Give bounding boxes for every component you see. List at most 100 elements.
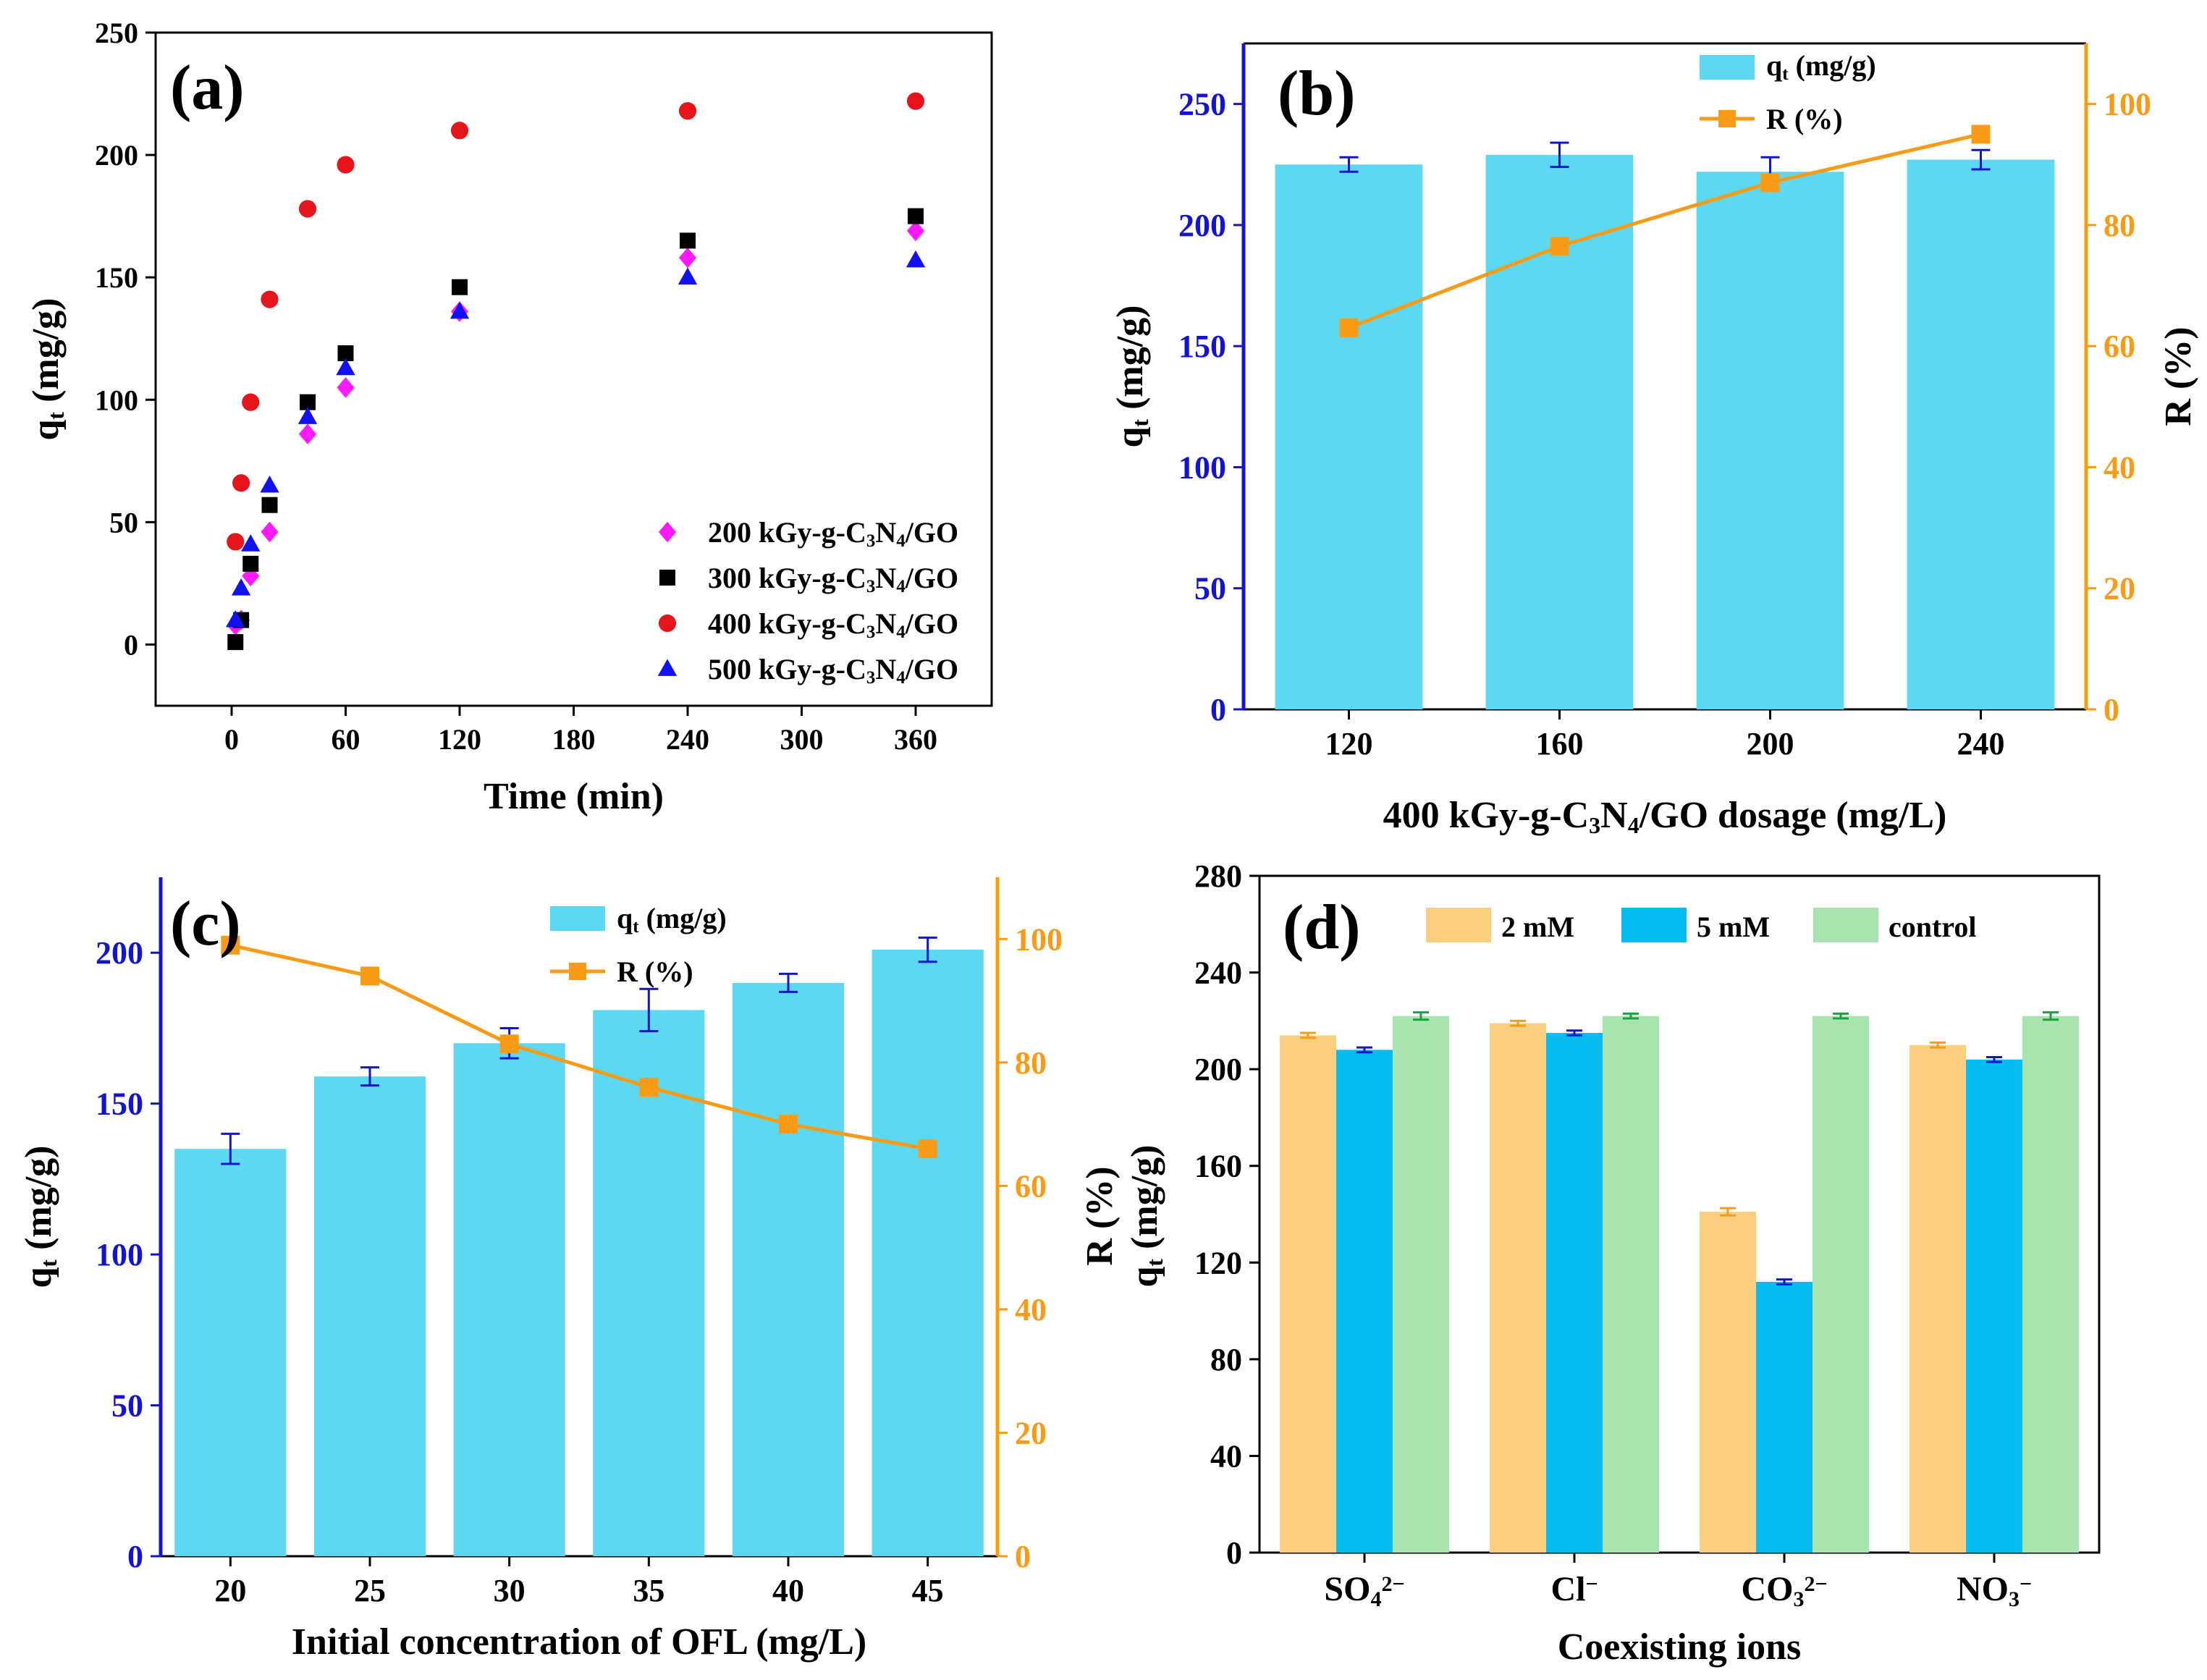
panel-c: 20 25 30 35 40 45 0 50 100 150 200 0 20 40 60 80 100 (c) I… xyxy=(18,877,1063,1663)
panel-d-xtick-label: Cl− xyxy=(1550,1570,1598,1608)
panel-c-xtick-label: 40 xyxy=(772,1573,804,1608)
panel-a-ytick-label: 100 xyxy=(95,384,138,416)
panel-a-ylabel: qt (mg/g) xyxy=(25,298,69,441)
panel-a-point xyxy=(337,345,354,362)
panel-d-bar xyxy=(1393,1016,1449,1553)
panel-d: SO42− Cl− CO32− NO3− 0 40 80 120 160 200 240 280 (d)… xyxy=(1079,858,2101,1668)
panel-d-bar xyxy=(1546,1033,1603,1553)
panel-a-point xyxy=(297,407,318,424)
panel-d-ytick-label: 0 xyxy=(1226,1535,1242,1571)
panel-c-ytick-label: 0 xyxy=(127,1539,143,1574)
panel-c-xtick-label: 30 xyxy=(494,1573,526,1608)
panel-a-point xyxy=(232,474,250,492)
panel-a-point xyxy=(231,578,251,596)
panel-a-point xyxy=(226,609,245,628)
panel-a-ytick-label: 50 xyxy=(109,506,138,539)
panel-d-bar xyxy=(1280,1035,1336,1553)
panel-a-point xyxy=(337,377,355,398)
panel-c-line-point xyxy=(360,966,379,986)
panel-d-bar xyxy=(1910,1044,1966,1553)
panel-a-point xyxy=(906,92,925,110)
panel-c-ytick-label: 150 xyxy=(96,1086,143,1122)
panel-a-point xyxy=(261,521,279,543)
panel-b-line-point xyxy=(1760,173,1780,193)
panel-b-ytick-label: 0 xyxy=(1210,692,1226,727)
panel-b-y2tick-label: 0 xyxy=(2103,692,2119,727)
panel-c-xlabel: Initial concentration of OFL (mg/L) xyxy=(292,1621,866,1663)
panel-d-legend-swatch xyxy=(1426,908,1491,942)
panel-a-legend-label: 400 kGy-g-C3N4/GO xyxy=(708,607,958,642)
panel-a-point xyxy=(242,555,259,572)
panel-b-legend-line-label: R (%) xyxy=(1766,103,1843,135)
panel-c-ytick-label: 100 xyxy=(96,1237,143,1272)
panel-a-point xyxy=(678,102,697,120)
panel-b-line xyxy=(1348,132,1982,330)
panel-d-bar xyxy=(1966,1059,2022,1553)
panel-a-xtick-label: 240 xyxy=(666,723,709,756)
panel-d-xtick-label: NO3− xyxy=(1957,1570,2032,1611)
panel-a-point xyxy=(241,534,261,552)
panel-c-legend-bar-swatch xyxy=(550,906,605,931)
panel-a-point xyxy=(450,122,469,140)
panel-d-ytick-label: 120 xyxy=(1194,1245,1242,1280)
panel-d-ytick-label: 200 xyxy=(1194,1052,1242,1087)
panel-b-ytick-label: 50 xyxy=(1194,571,1226,607)
panel-c-line-point xyxy=(779,1115,798,1134)
panel-a-xtick-label: 300 xyxy=(780,723,824,756)
panel-b-letter: (b) xyxy=(1278,59,1356,129)
panel-d-legend-swatch xyxy=(1621,908,1687,942)
panel-d-ytick-label: 280 xyxy=(1194,858,1242,894)
panel-a-legend-marker xyxy=(658,614,677,633)
panel-d-ytick-label: 160 xyxy=(1194,1149,1242,1184)
panel-c-bar xyxy=(174,1149,287,1556)
panel-a-point xyxy=(906,250,926,268)
panel-b-legend-bar-swatch xyxy=(1700,55,1755,80)
panel-d-bar xyxy=(1756,1282,1813,1553)
panel-a-xtick-label: 180 xyxy=(552,723,596,756)
panel-c-ytick-label: 200 xyxy=(96,935,143,971)
panel-c-bar xyxy=(593,1010,705,1556)
panel-b-y2label: R (%) xyxy=(2158,326,2199,426)
panel-b-ylabel: qt (mg/g) xyxy=(1110,305,1153,448)
panel-b-ytick-label: 100 xyxy=(1178,449,1226,485)
panel-b-bar xyxy=(1275,164,1423,710)
panel-d-legend-swatch xyxy=(1813,908,1878,942)
panel-a-legend-label: 500 kGy-g-C3N4/GO xyxy=(708,653,958,688)
panel-b-y2tick-label: 100 xyxy=(2103,87,2151,122)
panel-b-line-point xyxy=(1971,124,1991,144)
panel-b-y2tick-label: 20 xyxy=(2103,571,2135,607)
panel-c-legend-line-marker xyxy=(569,963,586,980)
panel-d-letter: (d) xyxy=(1283,892,1361,963)
panel-c-y2tick-label: 20 xyxy=(1015,1415,1047,1451)
panel-a-ytick-label: 200 xyxy=(95,139,138,172)
panel-a-xtick-label: 120 xyxy=(438,723,481,756)
panel-d-bar xyxy=(1336,1050,1393,1553)
panel-d-frame xyxy=(1258,874,2101,1554)
panel-d-ylabel-q: qt (mg/g) xyxy=(1124,1145,1168,1288)
panel-b-ytick-label: 200 xyxy=(1178,208,1226,243)
panel-b-y2tick-label: 80 xyxy=(2103,208,2135,243)
panel-a-point xyxy=(906,220,925,242)
panel-d-xlabel: Coexisting ions xyxy=(1558,1626,1802,1668)
panel-b-legend-bar-label: qt (mg/g) xyxy=(1766,49,1876,84)
panel-d-ytick-label: 40 xyxy=(1210,1438,1242,1474)
panel-b-line-point xyxy=(1339,318,1359,338)
panel-b-bar xyxy=(1696,172,1844,710)
panel-c-bar xyxy=(732,982,845,1556)
panel-b-ytick-label: 250 xyxy=(1178,87,1226,122)
panel-d-bar xyxy=(1603,1016,1659,1553)
panel-c-y2tick-label: 40 xyxy=(1015,1292,1047,1327)
panel-d-ylabel-r: R (%) xyxy=(1079,1166,1121,1265)
panel-a-ytick-label: 0 xyxy=(124,628,138,661)
panel-a: 0 50 100 150 200 250 0 60 120 180 240 300 360 (a) Time… xyxy=(25,17,993,817)
panel-b-xlabel: 400 kGy-g-C3N4/GO dosage (mg/L) xyxy=(1383,795,1947,838)
panel-a-point xyxy=(450,301,470,319)
panel-a-xlabel: Time (min) xyxy=(484,776,664,817)
panel-a-point xyxy=(298,423,317,444)
panel-d-legend-label: control xyxy=(1889,911,1976,943)
panel-a-point xyxy=(298,200,317,218)
panel-b-bar xyxy=(1907,159,2055,710)
panel-c-bar xyxy=(453,1043,565,1556)
panel-a-point xyxy=(336,358,355,376)
